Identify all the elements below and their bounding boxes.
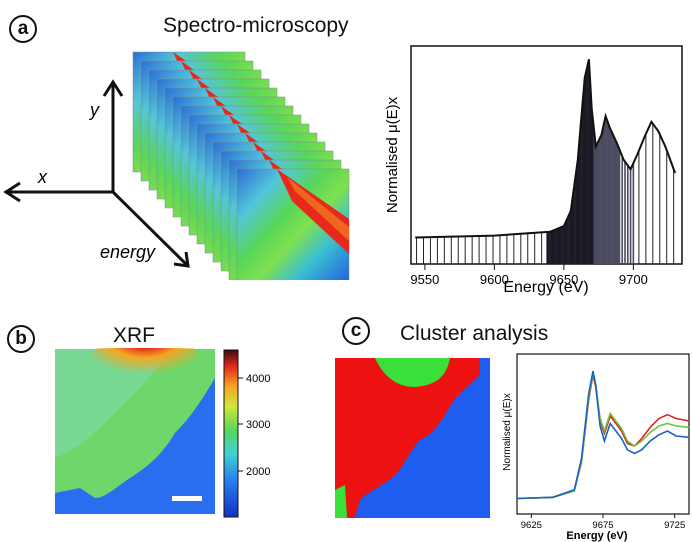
cluster-y-label: Normalised μ(E)x <box>502 393 513 470</box>
x-axis-label: x <box>37 167 48 187</box>
cluster-spectra-chart: 9625 9675 9725 Energy (eV) Normalised μ(E)… <box>502 353 690 542</box>
cluster-x-tick-label: 9725 <box>664 520 685 531</box>
energy-slice-stack <box>132 51 350 280</box>
colorbar-tick-2000: 2000 <box>246 466 270 478</box>
axes-triad <box>3 79 190 268</box>
colorbar-tick-4000: 4000 <box>246 373 270 385</box>
panel-a-title: Spectro-microscopy <box>163 14 349 37</box>
colorbar-ticks: 4000 3000 2000 <box>238 373 270 478</box>
colorbar <box>223 349 239 518</box>
colorbar-tick-3000: 3000 <box>246 419 270 431</box>
spectrum-line <box>415 59 677 239</box>
panel-c-badge: c <box>342 317 370 345</box>
panel-b-badge: b <box>7 325 35 353</box>
energy-axis-label: energy <box>100 242 156 262</box>
xrf-map-hotspot <box>90 348 200 392</box>
y-axis-arrowhead <box>102 79 124 97</box>
spectro-stack-figure: y x energy <box>3 51 350 280</box>
cluster-x-label: Energy (eV) <box>566 530 627 542</box>
spectrum-x-ticks: 9550 9600 9650 9700 <box>410 264 648 287</box>
cluster-map-green-region-edge <box>335 485 347 518</box>
cluster-spectra-lines <box>516 370 690 500</box>
cluster-x-ticks: 9625 9675 9725 <box>521 514 685 531</box>
spectrum-x-tick-label: 9700 <box>619 272 648 287</box>
scale-bar <box>172 496 202 501</box>
spectrum-x-tick-label: 9600 <box>480 272 509 287</box>
series-line-cluster-blue <box>516 370 690 500</box>
cluster-map-red-region <box>335 358 480 518</box>
cluster-x-tick-label: 9675 <box>592 520 613 531</box>
x-axis-arrowhead <box>3 181 21 203</box>
spectrum-bars <box>416 59 675 264</box>
cluster-map-figure <box>335 358 490 518</box>
y-axis-label: y <box>88 100 100 120</box>
panel-b-title: XRF <box>113 324 155 347</box>
spectrum-x-tick-label: 9650 <box>549 272 578 287</box>
spectrum-x-label: Energy (eV) <box>503 279 588 296</box>
xanes-spectrum-chart: 9550 9600 9650 9700 Energy (eV) Normalised … <box>384 45 683 296</box>
energy-axis-arrowhead <box>173 251 190 268</box>
energy-axis-line <box>111 190 190 268</box>
slice-warm-band <box>287 177 349 241</box>
cluster-x-tick-label: 9625 <box>521 520 542 531</box>
panel-a-badge: a <box>9 15 37 43</box>
energy-slice <box>236 168 350 280</box>
panel-c-title: Cluster analysis <box>400 322 549 345</box>
cluster-map-green-region-top <box>375 358 450 387</box>
spectrum-y-label: Normalised μ(E)x <box>384 96 401 213</box>
spectrum-x-tick-label: 9550 <box>410 272 439 287</box>
xrf-map-figure: 4000 3000 2000 <box>55 348 270 518</box>
